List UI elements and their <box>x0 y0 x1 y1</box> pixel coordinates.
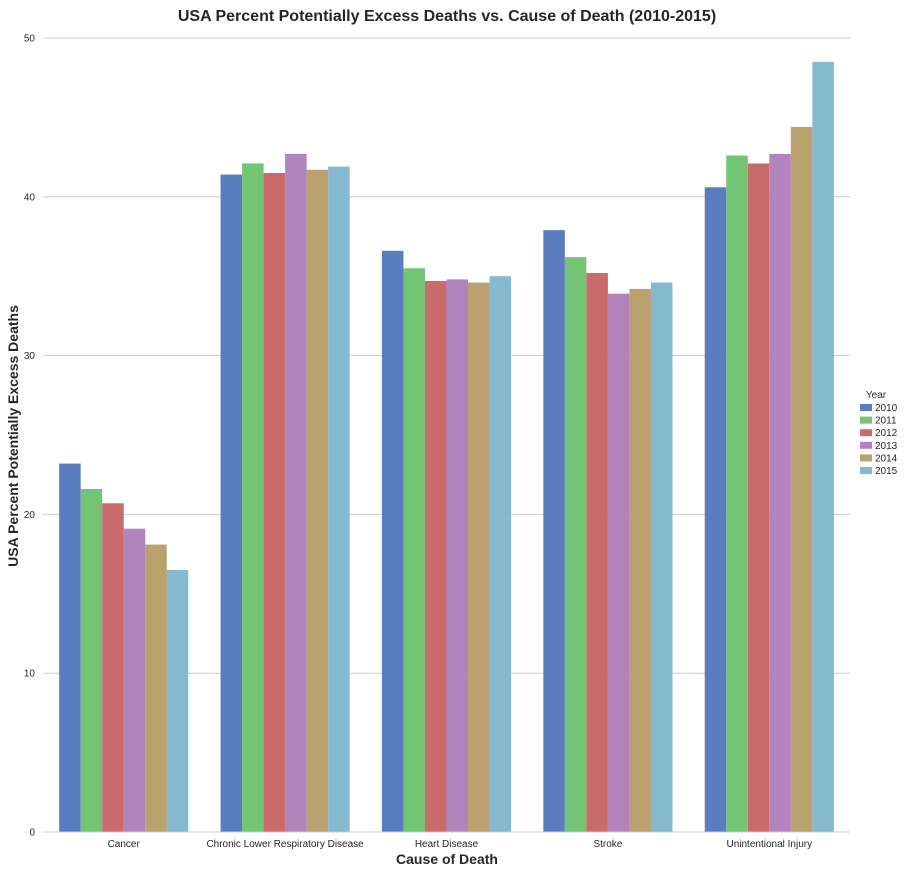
bar-stroke-2011 <box>564 257 587 832</box>
bar-chronic-lower-respiratory-disease-2015 <box>328 166 350 833</box>
bar-unintentional-injury-2015 <box>812 61 834 832</box>
bar-heart-disease-2014 <box>468 282 490 832</box>
chart-title: USA Percent Potentially Excess Deaths vs… <box>178 8 716 25</box>
y-tick-label: 30 <box>24 351 36 362</box>
legend-title: Year <box>866 390 887 401</box>
bar-chronic-lower-respiratory-disease-2013 <box>285 153 307 832</box>
y-axis-label: USA Percent Potentially Excess Deaths <box>5 305 21 567</box>
legend-label-2013: 2013 <box>875 441 898 452</box>
x-tick-label: Heart Disease <box>415 839 479 850</box>
x-tick-label: Cancer <box>108 839 141 850</box>
legend-swatch-2010 <box>860 404 872 411</box>
x-tick-label: Unintentional Injury <box>726 839 812 850</box>
bar-chronic-lower-respiratory-disease-2011 <box>242 163 264 832</box>
bar-heart-disease-2011 <box>403 268 425 832</box>
bar-heart-disease-2015 <box>489 276 512 832</box>
bar-cancer-2011 <box>80 488 103 832</box>
bar-chronic-lower-respiratory-disease-2010 <box>220 174 243 832</box>
bar-cancer-2013 <box>123 528 146 832</box>
y-axis-ticks: 0 10 20 30 40 50 <box>24 34 36 839</box>
bar-chronic-lower-respiratory-disease-2014 <box>306 169 329 832</box>
legend-label-2012: 2012 <box>875 428 898 439</box>
legend-label-2011: 2011 <box>875 416 897 427</box>
x-axis-ticks: Cancer Chronic Lower Respiratory Disease H… <box>108 839 813 850</box>
bar-unintentional-injury-2012 <box>747 163 770 832</box>
bar-cancer-2012 <box>102 503 124 832</box>
x-axis-label: Cause of Death <box>396 851 498 867</box>
y-tick-label: 50 <box>24 34 36 45</box>
x-tick-label: Stroke <box>593 839 622 850</box>
legend-label-2010: 2010 <box>875 403 898 414</box>
y-tick-label: 0 <box>29 828 35 839</box>
bar-chronic-lower-respiratory-disease-2012 <box>263 172 286 833</box>
x-tick-label: Chronic Lower Respiratory Disease <box>206 839 364 850</box>
bar-stroke-2010 <box>543 230 565 832</box>
bar-heart-disease-2010 <box>381 250 404 833</box>
bar-stroke-2015 <box>650 282 673 832</box>
legend-swatch-2013 <box>860 441 872 449</box>
bar-stroke-2013 <box>607 293 630 833</box>
legend-swatch-2011 <box>860 416 872 424</box>
bar-cancer-2014 <box>145 544 167 832</box>
bar-cancer-2010 <box>59 463 81 832</box>
y-tick-label: 20 <box>24 510 36 521</box>
bar-heart-disease-2012 <box>424 280 447 832</box>
legend-swatch-2015 <box>860 467 872 474</box>
bar-unintentional-injury-2011 <box>726 155 748 833</box>
y-tick-label: 10 <box>24 669 36 680</box>
bar-stroke-2012 <box>586 273 608 832</box>
bar-heart-disease-2013 <box>446 279 469 833</box>
bars <box>59 61 834 833</box>
bar-stroke-2014 <box>629 288 651 832</box>
legend-label-2015: 2015 <box>875 466 898 477</box>
bar-unintentional-injury-2014 <box>790 126 813 833</box>
legend-label-2014: 2014 <box>875 453 898 464</box>
bar-unintentional-injury-2013 <box>769 153 791 832</box>
legend-swatch-2014 <box>860 454 872 462</box>
legend-swatch-2012 <box>860 429 872 437</box>
y-tick-label: 40 <box>24 192 36 203</box>
bar-unintentional-injury-2010 <box>704 187 727 833</box>
bar-cancer-2015 <box>166 569 189 832</box>
